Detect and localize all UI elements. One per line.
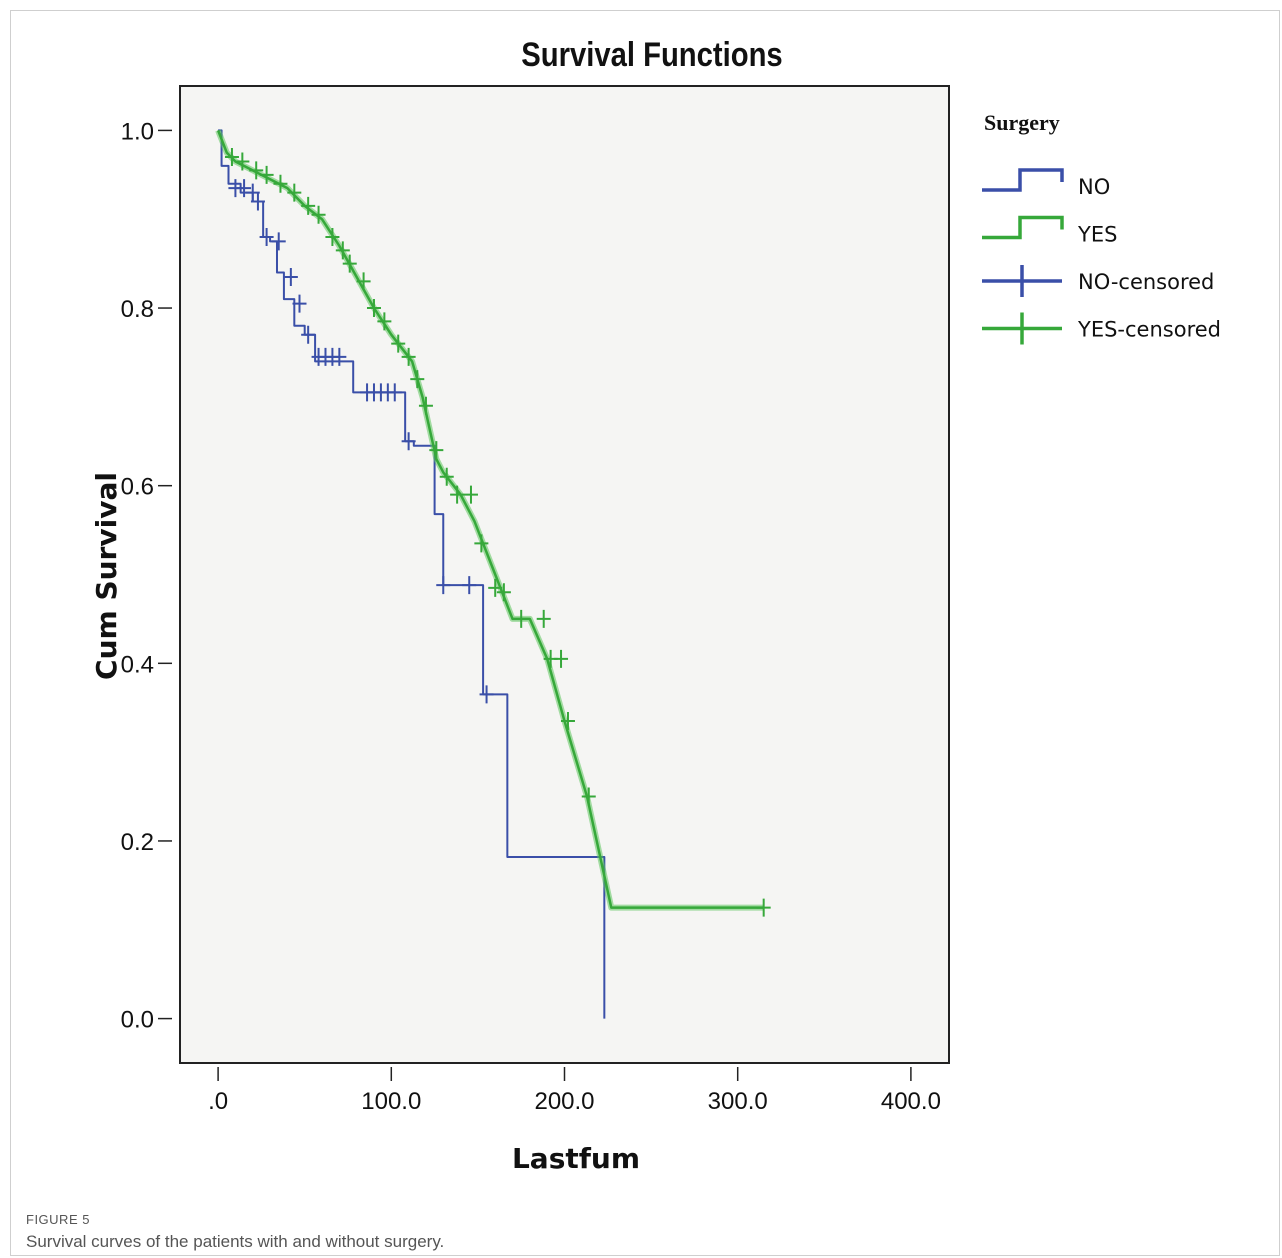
legend-label: NO xyxy=(1078,175,1110,199)
censor-mark-yes xyxy=(273,174,288,193)
censor-mark-yes xyxy=(429,441,444,460)
y-tick-label: 0.6 xyxy=(121,474,154,501)
censor-mark-yes xyxy=(756,898,771,917)
legend-swatch xyxy=(982,168,1064,192)
censor-mark-yes xyxy=(536,609,551,628)
y-tick-label: 0.2 xyxy=(121,829,154,856)
censor-mark-yes xyxy=(439,467,454,486)
legend-swatch xyxy=(982,215,1064,240)
censor-mark-no xyxy=(250,192,265,211)
censor-mark-yes xyxy=(560,712,575,731)
censor-mark-yes xyxy=(325,227,340,246)
censor-mark-no xyxy=(436,576,451,595)
legend-title: Surgery xyxy=(984,110,1060,135)
x-tick-label: 300.0 xyxy=(708,1088,768,1115)
censor-mark-yes xyxy=(474,534,489,553)
censor-mark-yes xyxy=(249,161,264,180)
survival-chart: Survival Functions 0.0 0.2 0.4 0.6 0.8 1.0 .0… xyxy=(90,35,1221,1175)
censor-mark-no xyxy=(283,267,298,286)
censor-mark-yes xyxy=(377,312,392,331)
y-tick-label: 1.0 xyxy=(121,118,154,145)
legend-entry-no: NO xyxy=(982,168,1110,199)
series-layer xyxy=(215,129,771,1019)
censor-mark-yes xyxy=(581,787,596,806)
censor-mark-yes xyxy=(224,148,239,167)
y-axis-label: Cum Survival xyxy=(90,472,123,680)
censor-mark-yes xyxy=(235,152,250,171)
censor-mark-yes xyxy=(410,370,425,389)
censor-mark-no xyxy=(387,383,402,402)
censor-mark-no xyxy=(301,325,316,344)
figure-caption: Survival curves of the patients with and… xyxy=(26,1232,445,1251)
x-tick-label: .0 xyxy=(208,1088,228,1115)
y-tick-label: 0.4 xyxy=(121,651,154,678)
censor-mark-yes xyxy=(356,272,371,291)
censor-mark-yes xyxy=(401,347,416,366)
censor-mark-yes xyxy=(496,583,511,602)
censor-mark-yes xyxy=(301,196,316,215)
legend-swatch xyxy=(982,312,1062,345)
x-tick-label: 400.0 xyxy=(881,1088,941,1115)
censor-mark-no xyxy=(292,294,307,313)
censor-mark-yes xyxy=(450,485,465,504)
censor-mark-yes xyxy=(335,241,350,260)
legend: Surgery NO YES NO-censored YES-censored xyxy=(982,110,1221,345)
censor-mark-no xyxy=(237,179,252,198)
censor-mark-no xyxy=(271,232,286,251)
censor-mark-yes xyxy=(311,205,326,224)
censor-mark-yes xyxy=(287,183,302,202)
legend-swatch xyxy=(982,265,1062,297)
y-tick-label: 0.0 xyxy=(121,1007,154,1034)
chart-title: Survival Functions xyxy=(521,35,782,74)
censor-mark-yes xyxy=(342,254,357,273)
x-axis: .0 100.0 200.0 300.0 400.0 xyxy=(208,1067,941,1115)
censor-mark-yes xyxy=(554,649,569,668)
legend-label: YES xyxy=(1077,223,1117,247)
censor-mark-no xyxy=(479,685,494,704)
x-tick-label: 100.0 xyxy=(361,1088,421,1115)
y-axis: 0.0 0.2 0.4 0.6 0.8 1.0 xyxy=(121,118,172,1034)
censor-mark-no xyxy=(332,347,347,366)
figure-label: FIGURE 5 xyxy=(26,1212,90,1227)
censor-mark-no xyxy=(462,576,477,595)
censor-mark-yes xyxy=(418,396,433,415)
censor-mark-yes xyxy=(488,578,503,597)
censor-mark-yes xyxy=(514,609,529,628)
legend-entry-yes: YES xyxy=(982,215,1117,247)
x-axis-label: Lastfum xyxy=(512,1142,640,1175)
legend-label: NO-censored xyxy=(1078,270,1214,294)
censor-mark-yes xyxy=(366,299,381,318)
censor-mark-no xyxy=(401,432,416,451)
plot-background xyxy=(179,85,950,1064)
legend-label: YES-censored xyxy=(1077,318,1221,342)
legend-entry-yes-censored: YES-censored xyxy=(982,312,1221,345)
legend-entry-no-censored: NO-censored xyxy=(982,265,1214,297)
censor-mark-yes xyxy=(391,334,406,353)
y-tick-label: 0.8 xyxy=(121,296,154,323)
x-tick-label: 200.0 xyxy=(534,1088,594,1115)
censor-mark-yes xyxy=(259,165,274,184)
censor-mark-no xyxy=(259,227,274,246)
censor-mark-yes xyxy=(463,485,478,504)
